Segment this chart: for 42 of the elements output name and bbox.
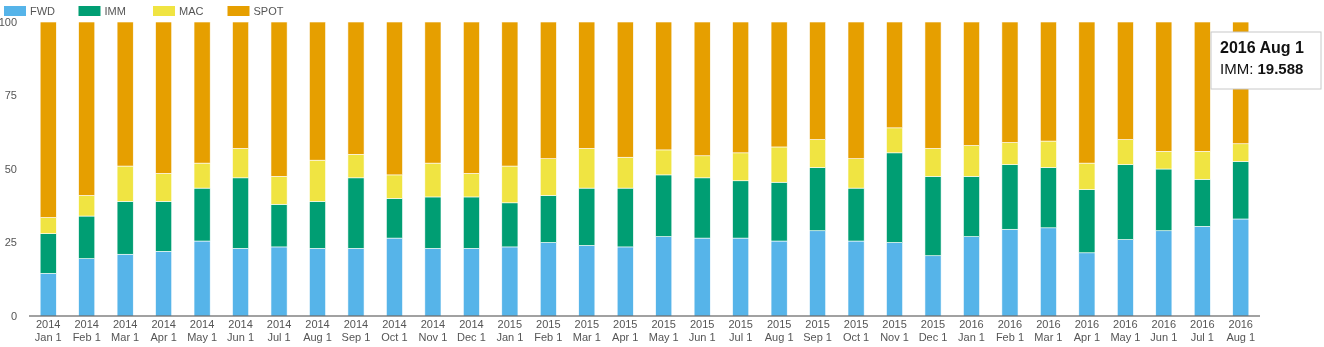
x-tick-label: 2015 Jan 1	[496, 318, 524, 343]
x-tick-label: 2014 Apr 1	[150, 318, 177, 343]
legend-label: SPOT	[253, 5, 284, 17]
x-tick-label: 2015 Feb 1	[534, 318, 563, 343]
x-tick-label: 2016 Mar 1	[1034, 318, 1063, 343]
x-tick-label: 2016 Jul 1	[1190, 318, 1215, 343]
x-tick-label: 2015 Jul 1	[728, 318, 753, 343]
y-tick-label: 25	[4, 236, 17, 249]
legend-label: IMM	[104, 5, 126, 17]
legend-label: FWD	[30, 5, 56, 17]
x-tick-label: 2016 Feb 1	[995, 318, 1025, 343]
annotation: 2016 Aug 1 IMM: 19.588	[1220, 39, 1304, 77]
x-tick-label: 2014 Aug 1	[303, 318, 332, 343]
x-tick-label: 2014 May 1	[187, 318, 218, 343]
x-tick-label: 2015 Jun 1	[688, 318, 716, 343]
x-tick-label: 2014 Feb 1	[72, 318, 101, 343]
x-tick-label: 2016 Apr 1	[1073, 318, 1101, 343]
x-tick-label: 2015 Oct 1	[842, 318, 870, 343]
x-tick-label: 2014 Mar 1	[111, 318, 140, 343]
x-tick-label: 2015 Apr 1	[612, 318, 639, 343]
y-tick-label: 100	[0, 15, 17, 28]
y-tick-label: 0	[10, 309, 17, 322]
x-tick-label: 2015 May 1	[648, 318, 679, 343]
x-tick-label: 2014 Jan 1	[34, 318, 62, 343]
x-tick-label: 2015 Mar 1	[572, 318, 601, 343]
x-tick-label: 2016 May 1	[1110, 318, 1141, 343]
legend-label: MAC	[179, 5, 204, 17]
x-tick-label: 2016 Jan 1	[958, 318, 985, 343]
x-tick-label: 2016 Jun 1	[1150, 318, 1178, 343]
x-tick-label: 2014 Dec 1	[457, 318, 486, 343]
x-tick-label: 2014 Jul 1	[266, 318, 292, 343]
x-tick-label: 2014 Nov 1	[418, 318, 448, 343]
y-tick-label: 75	[4, 89, 17, 102]
x-tick-label: 2015 Nov 1	[880, 318, 909, 343]
x-tick-label: 2015 Sep 1	[803, 318, 832, 343]
x-tick-label: 2014 Oct 1	[381, 318, 408, 343]
x-tick-label: 2015 Aug 1	[764, 318, 794, 343]
x-tick-label: 2014 Jun 1	[227, 318, 255, 343]
x-tick-label: 2015 Dec 1	[918, 318, 948, 343]
x-tick-label: 2016 Aug 1	[1226, 318, 1256, 343]
x-tick-label: 2014 Sep 1	[341, 318, 371, 343]
y-tick-label: 50	[4, 162, 17, 175]
